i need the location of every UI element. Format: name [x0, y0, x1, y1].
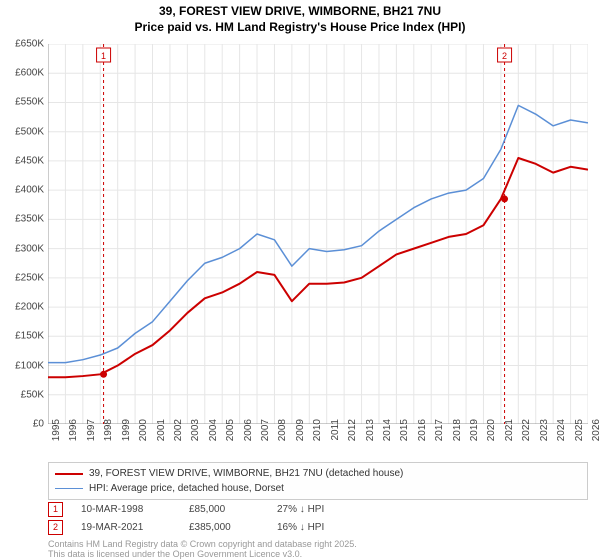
marker-badge-icon: 1	[48, 502, 63, 517]
legend-label: 39, FOREST VIEW DRIVE, WIMBORNE, BH21 7N…	[89, 466, 403, 481]
title-line-2: Price paid vs. HM Land Registry's House …	[0, 20, 600, 36]
marker-date: 19-MAR-2021	[81, 522, 171, 533]
title-block: 39, FOREST VIEW DRIVE, WIMBORNE, BH21 7N…	[0, 0, 600, 35]
svg-text:2: 2	[502, 51, 507, 61]
attribution-line: This data is licensed under the Open Gov…	[48, 550, 357, 560]
svg-text:1: 1	[101, 51, 106, 61]
legend-swatch-icon	[55, 488, 83, 489]
chart-svg: 12	[48, 44, 588, 424]
legend: 39, FOREST VIEW DRIVE, WIMBORNE, BH21 7N…	[48, 462, 588, 500]
legend-row: HPI: Average price, detached house, Dors…	[55, 481, 581, 496]
legend-row: 39, FOREST VIEW DRIVE, WIMBORNE, BH21 7N…	[55, 466, 581, 481]
marker-table: 1 10-MAR-1998 £85,000 27% ↓ HPI 2 19-MAR…	[48, 500, 367, 536]
chart-container: 39, FOREST VIEW DRIVE, WIMBORNE, BH21 7N…	[0, 0, 600, 560]
legend-swatch-icon	[55, 473, 83, 475]
marker-badge-icon: 2	[48, 520, 63, 535]
title-line-1: 39, FOREST VIEW DRIVE, WIMBORNE, BH21 7N…	[0, 4, 600, 20]
attribution: Contains HM Land Registry data © Crown c…	[48, 540, 357, 560]
marker-delta: 16% ↓ HPI	[277, 522, 367, 533]
marker-date: 10-MAR-1998	[81, 504, 171, 515]
marker-row: 2 19-MAR-2021 £385,000 16% ↓ HPI	[48, 518, 367, 536]
chart-area: 12 £0£50K£100K£150K£200K£250K£300K£350K£…	[48, 44, 588, 424]
legend-label: HPI: Average price, detached house, Dors…	[89, 481, 284, 496]
marker-delta: 27% ↓ HPI	[277, 504, 367, 515]
marker-row: 1 10-MAR-1998 £85,000 27% ↓ HPI	[48, 500, 367, 518]
marker-price: £85,000	[189, 504, 259, 515]
marker-price: £385,000	[189, 522, 259, 533]
